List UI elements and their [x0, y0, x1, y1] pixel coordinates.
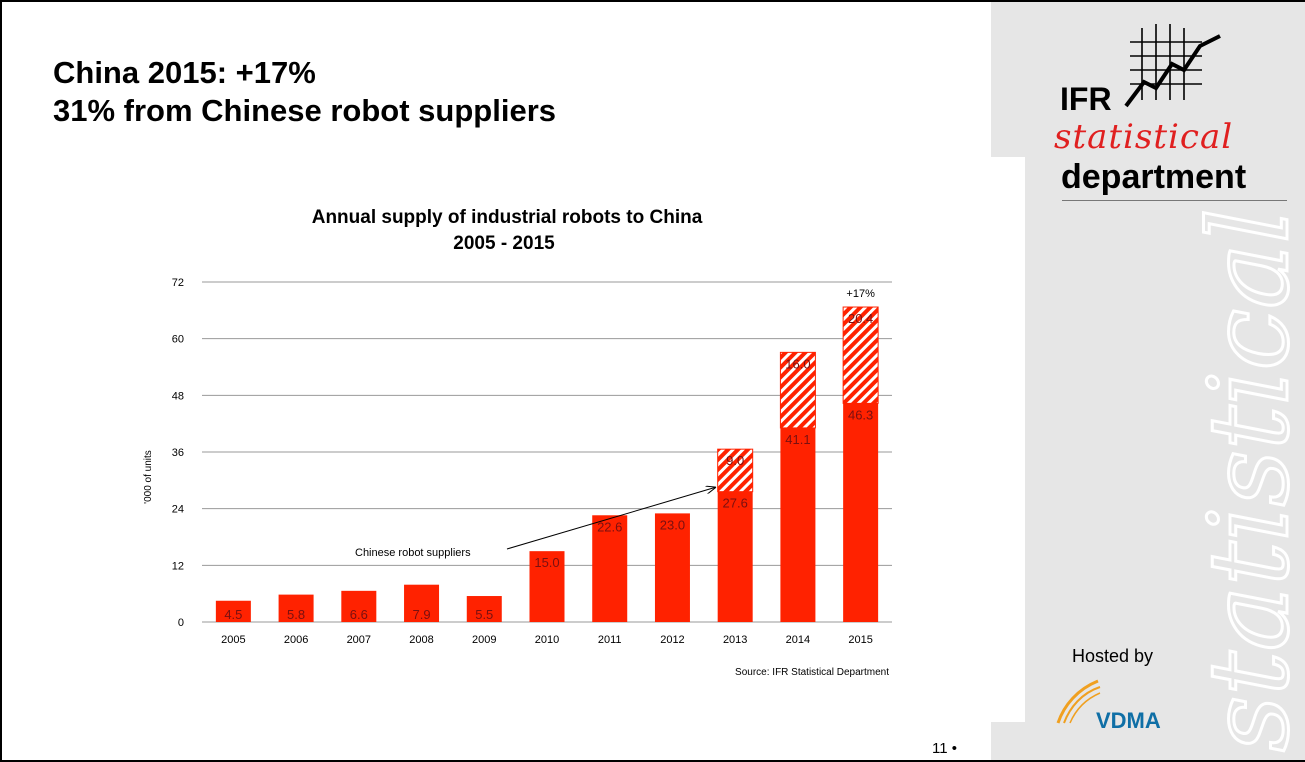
x-axis-ticks: 2005 2006 2007 2008 2009 2010 2011 2012 2013 2014…: [221, 634, 873, 646]
y-tick-label: 0: [178, 617, 184, 629]
x-tick-label: 2007: [347, 634, 371, 646]
side-panel-notch: [991, 157, 1025, 722]
data-label: 4.5: [224, 607, 242, 622]
x-tick-label: 2013: [723, 634, 747, 646]
page-number: 11 •: [932, 740, 957, 757]
data-label: 7.9: [413, 607, 431, 622]
growth-annotation: +17%: [846, 288, 875, 300]
y-tick-label: 36: [172, 447, 184, 459]
chart-source: Source: IFR Statistical Department: [735, 667, 889, 678]
bar-segment: [215, 600, 251, 622]
watermark-text: statistical: [1202, 208, 1305, 752]
y-tick-label: 60: [172, 334, 184, 346]
x-tick-label: 2006: [284, 634, 308, 646]
bar-segment: [717, 491, 753, 622]
supplier-annotation: Chinese robot suppliers: [355, 547, 471, 559]
bars: [215, 306, 879, 622]
side-panel: [991, 2, 1305, 760]
bar-segment: [466, 596, 502, 622]
ifr-logo: IFR statistical department: [1032, 20, 1302, 210]
bar-segment: [843, 403, 879, 622]
y-tick-label: 48: [172, 390, 184, 402]
data-label: 5.5: [475, 607, 493, 622]
data-label: 15.0: [534, 555, 559, 570]
data-label: 9.0: [726, 453, 744, 468]
x-tick-label: 2014: [786, 634, 810, 646]
bar-segment: [404, 584, 440, 622]
logo-department-text: department: [1061, 158, 1247, 196]
x-tick-label: 2010: [535, 634, 559, 646]
robot-supply-chart: Annual supply of industrial robots to Ch…: [143, 207, 892, 678]
data-label: 23.0: [660, 517, 685, 532]
data-label: 6.6: [350, 607, 368, 622]
bar-segment-hatched: [842, 306, 879, 404]
headline-line-2: 31% from Chinese robot suppliers: [53, 93, 556, 128]
statistical-watermark: statistical: [1202, 207, 1305, 754]
bar-segment: [654, 513, 690, 622]
data-label: 46.3: [848, 407, 873, 422]
bar-segment: [592, 515, 628, 622]
y-axis-label: '000 of units: [143, 450, 154, 504]
data-label: 22.6: [597, 519, 622, 534]
bar-segment: [529, 551, 565, 622]
data-label: 5.8: [287, 607, 305, 622]
chart-subtitle: 2005 - 2015: [453, 233, 555, 254]
hosted-by-label: Hosted by: [1072, 646, 1154, 666]
supplier-annotation-arrow: [506, 487, 715, 550]
vdma-swoosh-icon: [1056, 679, 1101, 724]
data-label: 16.0: [785, 356, 810, 371]
x-tick-label: 2005: [221, 634, 245, 646]
data-label: 27.6: [723, 496, 748, 511]
x-tick-label: 2015: [848, 634, 872, 646]
logo-statistical-text: statistical: [1054, 117, 1234, 157]
bar-segment: [780, 427, 816, 622]
x-tick-label: 2009: [472, 634, 496, 646]
bar-segment: [341, 590, 377, 622]
chart-grid-logo-icon: [1124, 24, 1221, 108]
headline-line-1: China 2015: +17%: [53, 55, 316, 90]
data-labels: 4.5 5.8 6.6 7.9 5.5 15.0 22.6 23.0 9.0 27.6 16.0 41…: [224, 311, 873, 622]
chart-title: Annual supply of industrial robots to Ch…: [312, 207, 703, 228]
data-label: 20.4: [848, 311, 873, 326]
y-tick-label: 72: [172, 277, 184, 289]
logo-ifr-text: IFR: [1060, 81, 1112, 117]
y-tick-label: 12: [172, 560, 184, 572]
y-axis-ticks: 0 12 24 36 48 60 72: [172, 277, 184, 629]
vdma-logo-text: VDMA: [1096, 708, 1161, 733]
x-tick-label: 2008: [409, 634, 433, 646]
x-tick-label: 2012: [660, 634, 684, 646]
bar-segment: [278, 594, 314, 622]
bar-segment-hatched: [717, 448, 754, 493]
logo-divider: [1062, 200, 1287, 201]
bar-segment-hatched: [779, 351, 816, 429]
y-tick-label: 24: [172, 504, 184, 516]
x-tick-label: 2011: [598, 634, 622, 646]
data-label: 41.1: [785, 432, 810, 447]
